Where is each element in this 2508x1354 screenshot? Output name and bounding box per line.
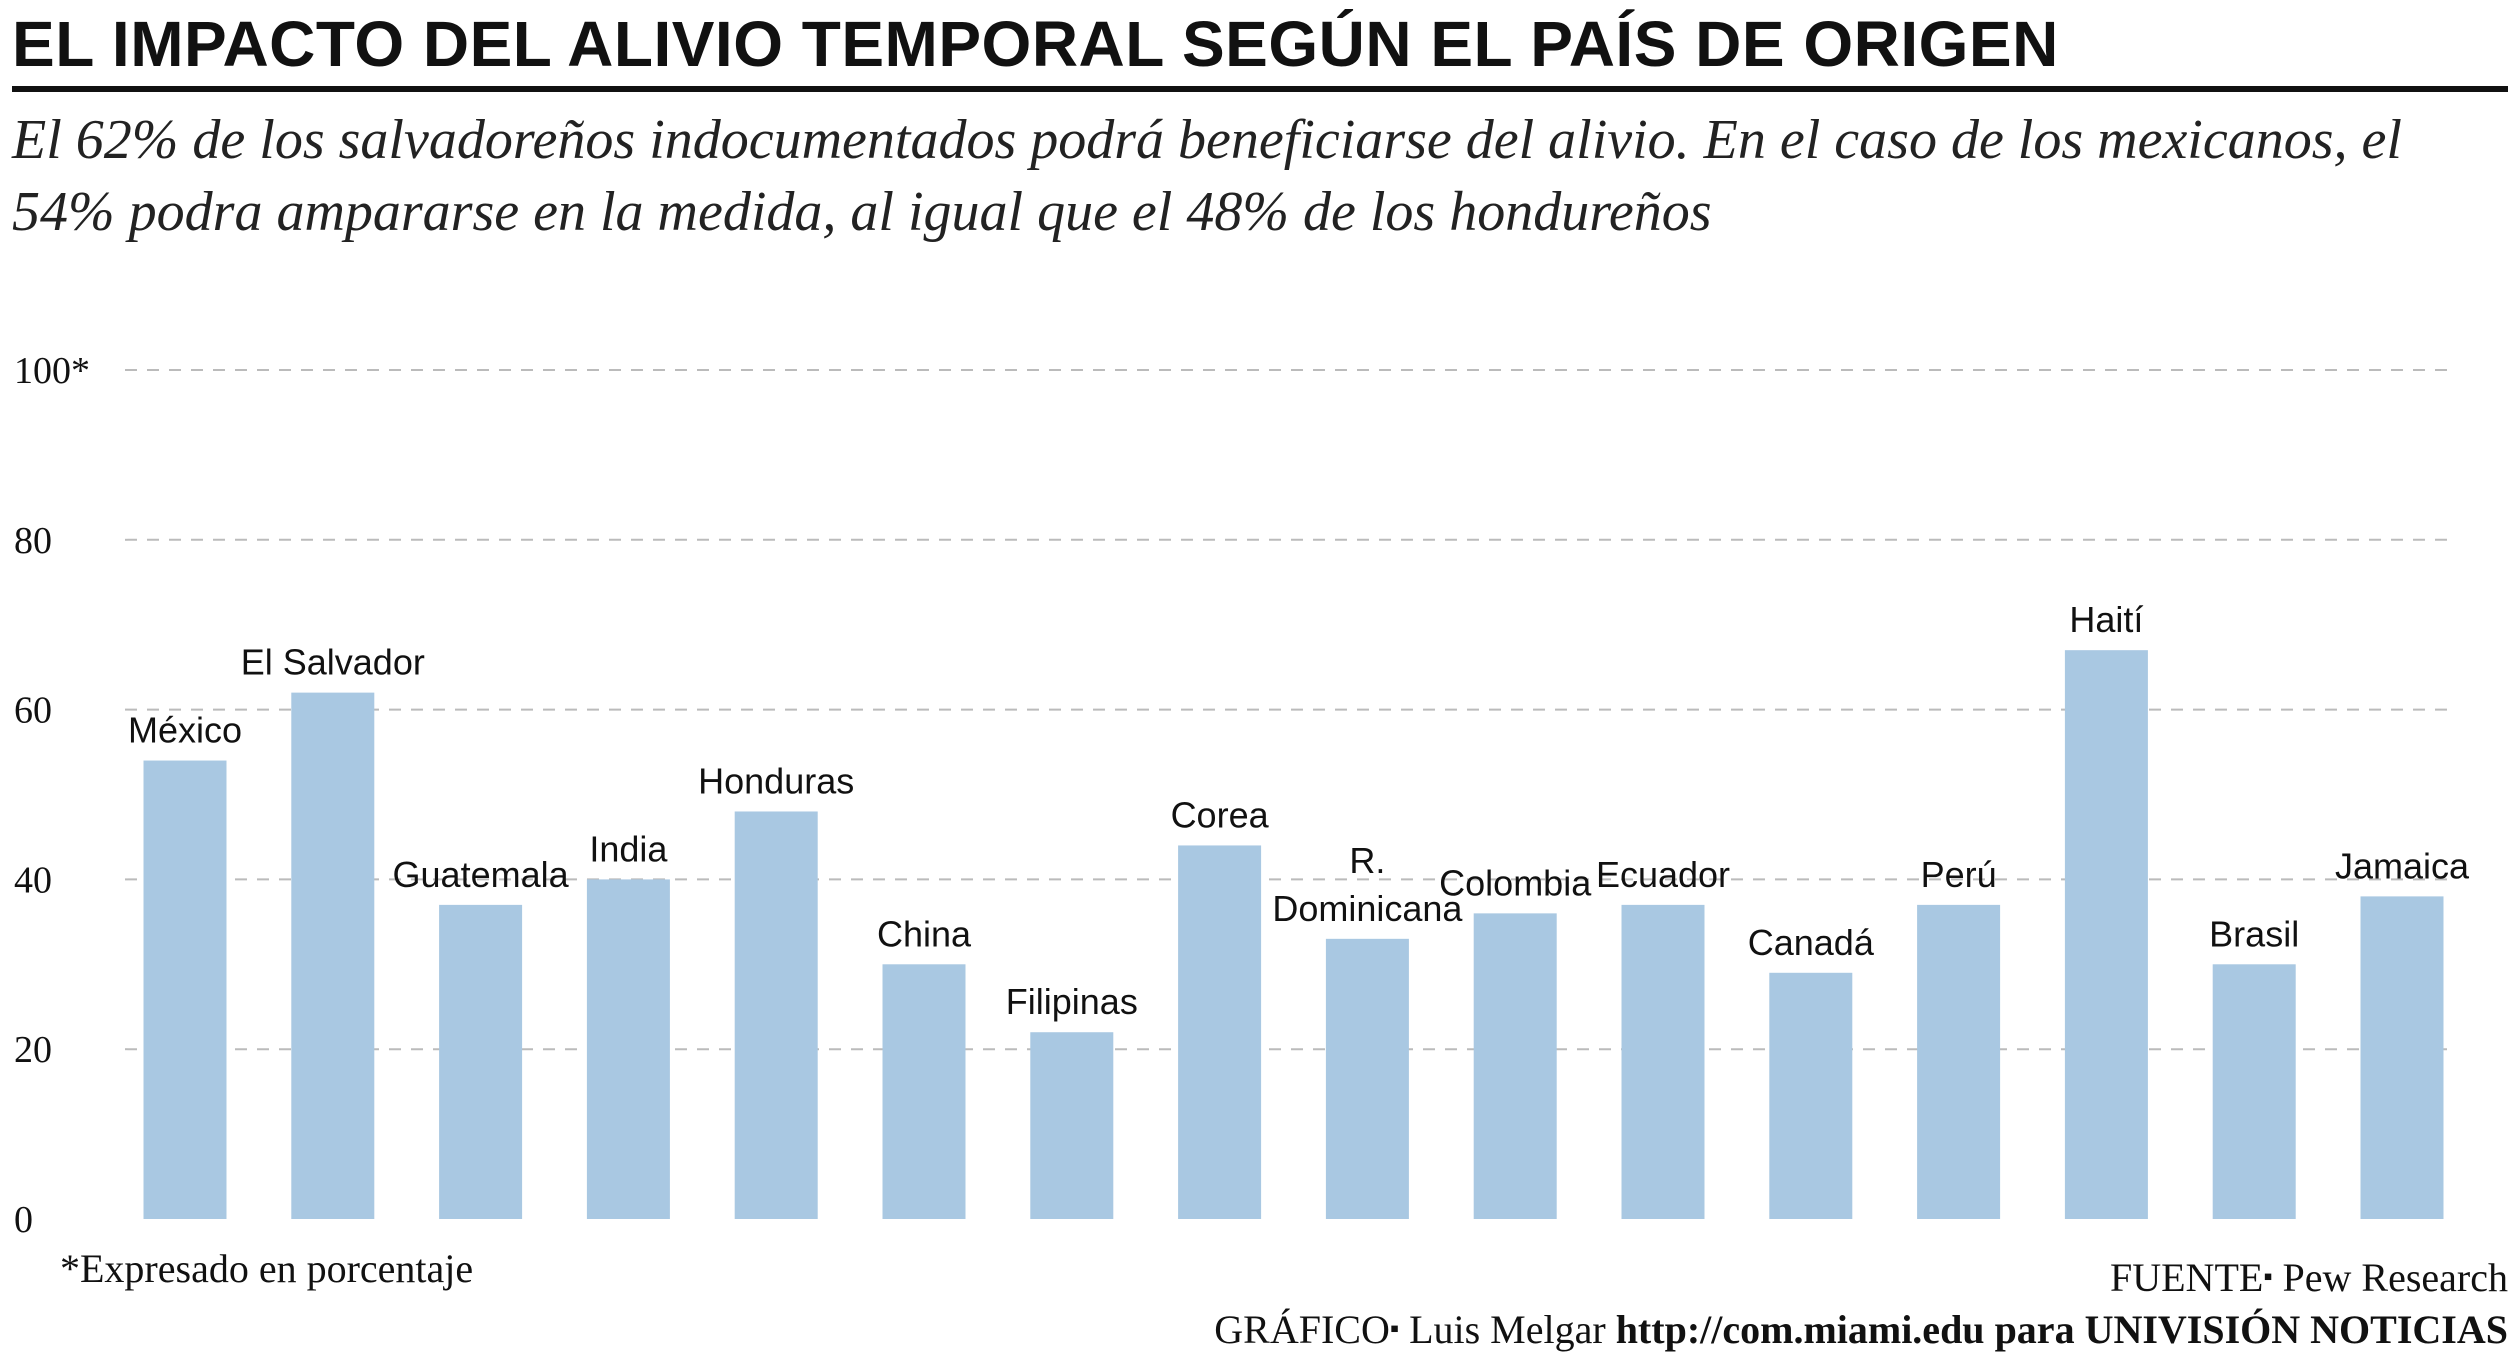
credit-outlet: UNIVISIÓN NOTICIAS <box>2084 1307 2508 1352</box>
footnote: *Expresado en porcentaje <box>60 1246 474 1291</box>
source-label: FUENTE <box>2109 1255 2264 1300</box>
bar-label: Perú <box>1921 854 1997 895</box>
credit-for-text: para <box>1994 1307 2075 1352</box>
bar <box>734 811 818 1219</box>
bar <box>1621 904 1705 1219</box>
bar-label: R. <box>1349 840 1385 881</box>
credit-separator: ▪ <box>1389 1314 1400 1343</box>
bar-label: México <box>128 710 242 751</box>
bar-label: Filipinas <box>1006 981 1138 1022</box>
bar-label: Canadá <box>1748 922 1875 963</box>
source-line: FUENTE▪ Pew Research <box>2110 1254 2508 1301</box>
y-tick-label: 40 <box>14 859 52 901</box>
bar <box>143 760 227 1219</box>
chart-title: EL IMPACTO DEL ALIVIO TEMPORAL SEGÚN EL … <box>12 8 2059 80</box>
bar <box>291 692 375 1219</box>
bar <box>1325 938 1409 1219</box>
credit-author: Luis Melgar <box>1409 1307 1606 1352</box>
y-tick-label: 60 <box>14 690 52 732</box>
bar-label: India <box>589 828 668 869</box>
bar <box>439 904 523 1219</box>
bar-label: Ecuador <box>1596 854 1730 895</box>
bar <box>2212 964 2296 1219</box>
bar-label: Jamaica <box>2335 845 2470 886</box>
bar <box>1178 845 1262 1219</box>
title-divider <box>12 86 2508 92</box>
bar-label: Guatemala <box>393 854 570 895</box>
credit-line: GRÁFICO▪ Luis Melgar http://com.miami.ed… <box>1214 1306 2508 1353</box>
bar-label: Dominicana <box>1272 888 1463 929</box>
bar-label: Brasil <box>2209 913 2299 954</box>
credit-url: http://com.miami.edu <box>1615 1307 1985 1352</box>
y-tick-label: 20 <box>14 1029 52 1071</box>
y-tick-label: 80 <box>14 520 52 562</box>
bar-chart: 0 20 40 60 80 100* México El Salvador Guatemala I… <box>14 350 2470 1240</box>
bar-label: Corea <box>1171 794 1270 835</box>
source-separator: ▪ <box>2263 1262 2273 1291</box>
bar <box>586 879 670 1219</box>
bar-label: Haití <box>2069 599 2143 640</box>
bar-label: El Salvador <box>241 642 425 683</box>
credit-label: GRÁFICO <box>1214 1307 1390 1352</box>
bar-label: China <box>877 913 972 954</box>
bar-label: Honduras <box>698 760 854 801</box>
bar <box>2360 896 2444 1219</box>
bar <box>1769 972 1853 1219</box>
source-value: Pew Research <box>2282 1255 2508 1300</box>
bar <box>1473 913 1557 1219</box>
y-tick-label: 100* <box>14 350 90 392</box>
bar <box>1030 1032 1114 1219</box>
y-tick-label: 0 <box>14 1199 33 1240</box>
chart-subtitle: El 62% de los salvadoreños indocumentado… <box>12 109 2402 243</box>
bar-label: Colombia <box>1439 862 1592 903</box>
bar <box>882 964 966 1219</box>
bar <box>2064 650 2148 1219</box>
bar <box>1917 904 2001 1219</box>
